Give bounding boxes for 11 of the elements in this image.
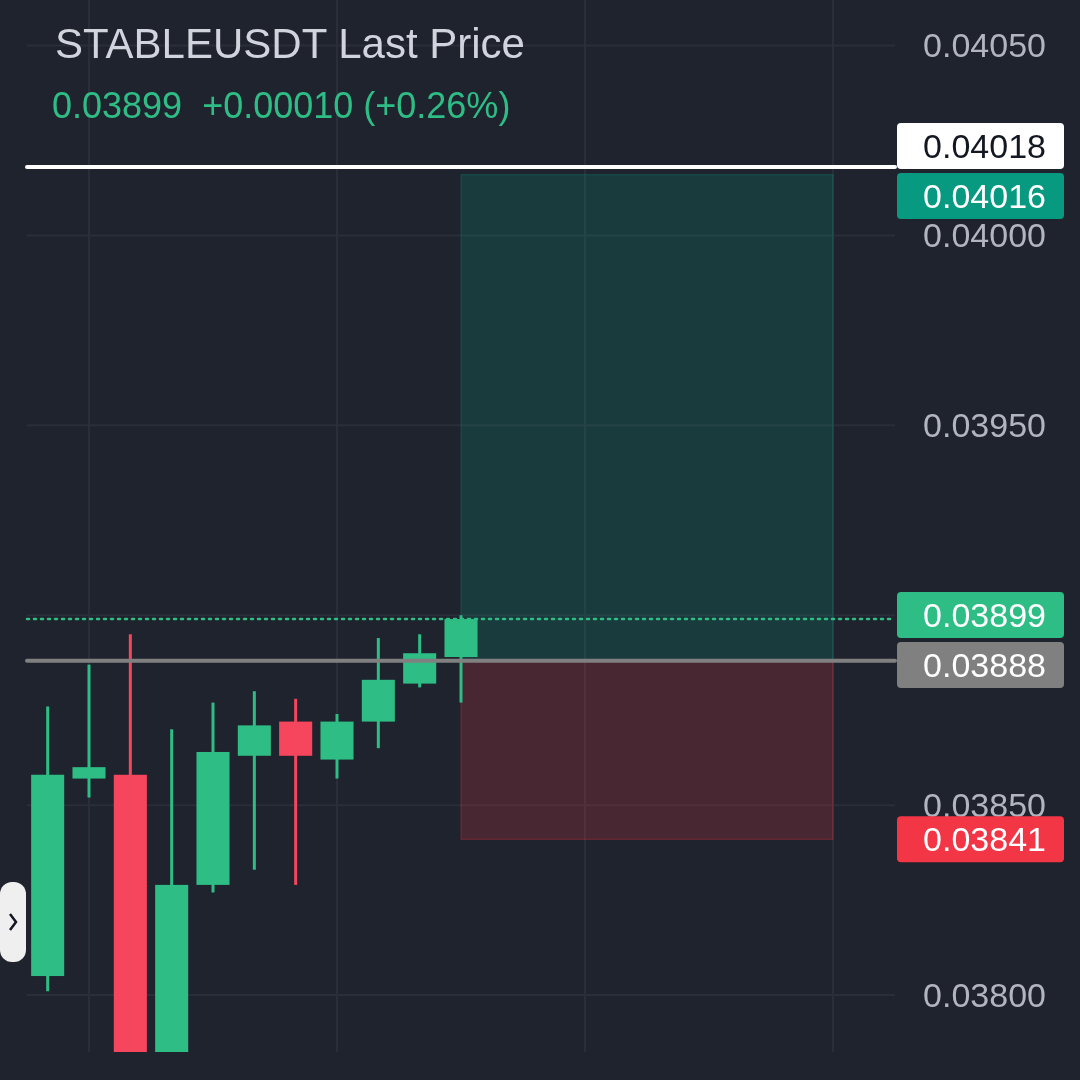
y-tick-label: 0.03800	[923, 975, 1046, 1014]
y-tick-label: 0.04050	[923, 26, 1046, 65]
ref-line-label: 0.03899	[923, 595, 1046, 634]
text: STABLEUSDT Last Price	[55, 20, 525, 67]
candlestick	[72, 664, 106, 798]
y-tick-label: 0.03950	[923, 406, 1046, 445]
ref-line-label: 0.04018	[923, 126, 1046, 165]
band-label: 0.04016	[923, 176, 1046, 215]
y-tick-label: 0.04000	[923, 216, 1046, 255]
ref-line-label: 0.03888	[923, 645, 1046, 684]
text: 0.03899 +0.00010 (+0.26%)	[52, 85, 511, 126]
